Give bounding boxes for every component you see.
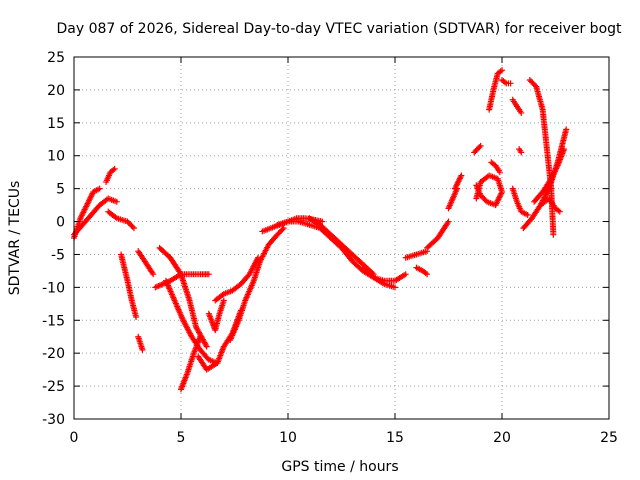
data-point (458, 172, 465, 179)
data-point (96, 185, 103, 192)
data-point (550, 231, 557, 238)
y-tick-label: 15 (47, 116, 65, 132)
data-point (319, 218, 326, 225)
data-point (556, 208, 563, 215)
data-point (402, 271, 409, 278)
data-point-sample (129, 223, 136, 230)
data-point (220, 297, 227, 304)
x-tick-label: 5 (177, 430, 186, 446)
axis-ticks: 0 5 10 15 20 25 -30 -25 -20 -15 -10 -5 0 5 10 15 20 25 (42, 50, 618, 446)
data-point (197, 333, 204, 340)
data-point (130, 225, 137, 232)
chart-title: Day 087 of 2026, Sidereal Day-to-day VTE… (56, 21, 622, 37)
data-point (518, 109, 525, 116)
data-point (280, 225, 287, 232)
data-point (561, 146, 568, 153)
x-tick-label: 25 (600, 430, 618, 446)
data-point (473, 182, 480, 189)
y-tick-label: -15 (42, 313, 65, 329)
data-point (524, 211, 531, 218)
data-point (203, 343, 210, 350)
x-tick-label: 15 (386, 430, 404, 446)
data-point (518, 149, 525, 156)
plot-frame (73, 56, 610, 420)
x-tick-label: 20 (493, 430, 511, 446)
data-point-sample (279, 226, 286, 233)
data-point (496, 169, 503, 176)
data-point (445, 218, 452, 225)
y-tick-label: -30 (42, 412, 65, 428)
data-point (205, 271, 212, 278)
y-tick-label: 5 (56, 182, 65, 198)
data-point-sample (476, 144, 483, 151)
data-point (499, 67, 505, 74)
y-tick-label: -10 (42, 280, 65, 296)
data-point (477, 142, 484, 149)
y-tick-label: -5 (51, 247, 65, 263)
data-point (139, 346, 146, 353)
data-point-sample (177, 269, 184, 276)
data-point (150, 271, 157, 278)
data-point (113, 198, 120, 205)
x-axis-label: GPS time / hours (281, 459, 398, 475)
grid (74, 57, 609, 419)
y-tick-label: 0 (56, 215, 65, 231)
data-point-sample (444, 219, 451, 226)
data-point (133, 313, 140, 320)
y-tick-label: -20 (42, 346, 65, 362)
y-tick-label: 25 (47, 50, 65, 66)
data-marks (71, 67, 570, 393)
data-point (392, 284, 398, 291)
x-tick-label: 10 (279, 430, 297, 446)
y-tick-label: -25 (42, 379, 65, 395)
data-point (111, 165, 118, 172)
y-axis-label: SDTVAR / TECUs (7, 181, 23, 296)
data-point (424, 271, 431, 278)
y-tick-label: 20 (47, 83, 65, 99)
data-point (563, 126, 570, 133)
x-tick-label: 0 (70, 430, 79, 446)
y-tick-label: 10 (47, 149, 65, 165)
data-point (507, 80, 514, 87)
